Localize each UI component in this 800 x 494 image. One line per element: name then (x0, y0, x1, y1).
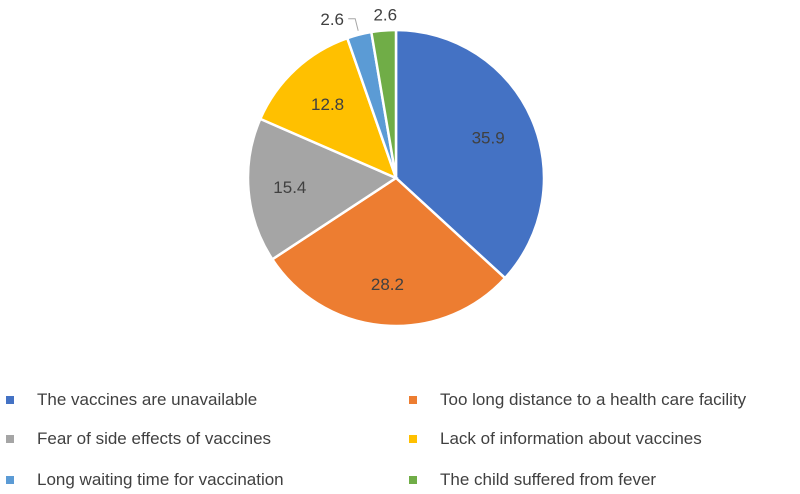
data-label-4: 12.8 (311, 95, 344, 114)
legend-label: The child suffered from fever (440, 470, 657, 489)
legend-label: Lack of information about vaccines (440, 429, 702, 448)
data-labels: 35.9 28.2 15.4 12.8 2.6 2.6 (273, 6, 504, 295)
pie-slices (246, 28, 546, 328)
pie-slice-4 (258, 36, 399, 181)
leader-line-5 (348, 18, 359, 31)
pie-slice-1 (394, 28, 546, 280)
pie-slice-6 (369, 28, 398, 179)
legend-swatch (6, 435, 14, 443)
pie-slice-2 (270, 176, 507, 328)
pie-chart: 35.9 28.2 15.4 12.8 2.6 2.6 (246, 6, 546, 328)
legend-item-6: The child suffered from fever (406, 466, 656, 494)
data-label-5: 2.6 (320, 10, 344, 29)
data-label-6: 2.6 (373, 6, 397, 25)
legend-item-5: Long waiting time for vaccination (3, 466, 284, 494)
legend-item-2: Too long distance to a health care facil… (406, 386, 746, 414)
legend-swatch (6, 476, 14, 484)
legend-swatch (6, 396, 14, 404)
legend-swatch (409, 476, 417, 484)
legend-swatch (409, 396, 417, 404)
legend-label: The vaccines are unavailable (37, 390, 258, 409)
legend-item-3: Fear of side effects of vaccines (3, 425, 271, 453)
data-label-3: 15.4 (273, 178, 306, 197)
pie-slice-3 (246, 117, 399, 262)
leader-lines (348, 18, 359, 31)
legend-swatch (409, 435, 417, 443)
legend-item-4: Lack of information about vaccines (406, 425, 702, 453)
legend-item-1: The vaccines are unavailable (3, 386, 257, 414)
legend-label: Long waiting time for vaccination (37, 470, 284, 489)
legend: The vaccines are unavailable Too long dis… (0, 380, 800, 491)
legend-label: Too long distance to a health care facil… (440, 390, 747, 409)
data-label-1: 35.9 (472, 129, 505, 148)
legend-label: Fear of side effects of vaccines (37, 429, 272, 448)
data-label-2: 28.2 (371, 275, 404, 294)
